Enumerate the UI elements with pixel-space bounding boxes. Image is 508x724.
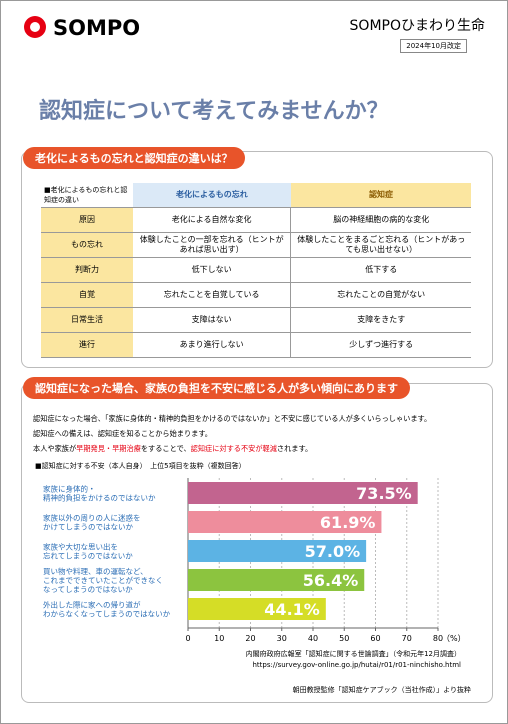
category-label: 家族や大切な思い出を: [43, 542, 118, 552]
chart-caption: ■認知症に対する不安（本人自身） 上位5項目を抜粋（複数回答）: [35, 462, 246, 470]
footer: 朝田教授監修「認知症ケアブック（当社作成）」より抜粋: [292, 686, 471, 694]
table-cell: 支障はない: [132, 307, 291, 333]
category-label: なってしまうのではないか: [43, 585, 133, 594]
table-cell: 原因: [41, 207, 133, 233]
table-caption: ■老化によるもの忘れと認知症の違い: [41, 183, 133, 208]
revision: 2024年10月改定: [400, 39, 467, 53]
x-tick-label: 40: [308, 634, 318, 643]
value-label: 57.0%: [305, 542, 361, 561]
table-row: 判断力 低下しない 低下する: [41, 257, 471, 283]
text: されます。: [276, 444, 313, 453]
value-label: 61.9%: [320, 513, 376, 532]
category-label: 買い物や料理、車の運転など、: [43, 566, 148, 576]
highlight: 早期発見・早期治療: [76, 444, 141, 453]
table-cell: 体験したことをまるごと忘れる（ヒントがあっても思い出せない）: [290, 232, 471, 258]
text-line: 認知症になった場合、「家族に身体的・精神的負担をかけるのではないか」と不安に感じ…: [33, 414, 432, 423]
table-cell: 少しずつ進行する: [290, 332, 471, 358]
bar: [188, 598, 326, 620]
text-line: 認知症への備えは、認知症を知ることから始まります。: [33, 429, 212, 438]
source: 内閣府政府広報室「認知症に関する世論調査」（令和元年12月調査） https:/…: [246, 649, 461, 671]
x-unit: （%）: [442, 634, 466, 643]
x-tick-label: 70: [402, 634, 412, 643]
category-label: 外出した際に家への帰り道が: [43, 600, 141, 610]
table-cell: 忘れたことを自覚している: [132, 282, 291, 308]
value-label: 44.1%: [264, 600, 320, 619]
x-tick-label: 10: [214, 634, 224, 643]
value-label: 73.5%: [356, 484, 412, 503]
category-label: これまでできていたことができなく: [43, 575, 163, 585]
title: 認知症について考えてみませんか？: [39, 99, 389, 124]
x-tick-label: 60: [370, 634, 380, 643]
table-cell: 支障をきたす: [290, 307, 471, 333]
category-label: 忘れてしまうのではないか: [43, 551, 133, 561]
table-cell: 進行: [41, 332, 133, 358]
bar: [188, 511, 382, 533]
bar: [188, 482, 418, 504]
value-label: 56.4%: [303, 571, 359, 590]
table-cell: 低下しない: [132, 257, 291, 283]
x-tick-label: 30: [277, 634, 287, 643]
table-cell: 日常生活: [41, 307, 133, 333]
text-line: 本人や家族が早期発見・早期治療をすることで、認知症に対する不安が軽減されます。: [33, 441, 431, 456]
table-cell: 老化による自然な変化: [132, 207, 291, 233]
chart: 0 10 20 30 40 50 60 70 80（%） 73.5% 家族に身体的・精神的負担をかけ…: [43, 478, 466, 643]
category-label: わからなくなってしまうのではないか: [43, 610, 171, 619]
source-line: https://survey.gov-online.go.jp/hutai/r0…: [252, 661, 462, 669]
category-label: 家族に身体的・: [43, 484, 96, 494]
x-tick-label: 80: [433, 634, 443, 643]
table-row: 自覚 忘れたことを自覚している 忘れたことの自覚がない: [41, 282, 471, 308]
text: をすることで、: [140, 444, 191, 453]
table-cell: 低下する: [290, 257, 471, 283]
table-cell: もの忘れ: [41, 232, 133, 258]
table-cell: 判断力: [41, 257, 133, 283]
section-heading: 認知症になった場合、家族の負担を不安に感じる人が多い傾向にあります: [23, 377, 410, 399]
category-label: 精神的負担をかけるのではないか: [43, 493, 156, 503]
table-cell: あまり進行しない: [132, 332, 291, 358]
highlight: 認知症に対する不安が軽減: [190, 444, 277, 453]
table-row: 原因 老化による自然な変化 脳の神経細胞の病的な変化: [41, 207, 471, 233]
table-row: もの忘れ 体験したことの一部を忘れる（ヒントがあれば思い出す） 体験したことをまるご…: [41, 232, 471, 258]
category-label: 家族以外の周りの人に迷惑を: [43, 513, 141, 523]
table-cell: 体験したことの一部を忘れる（ヒントがあれば思い出す）: [132, 232, 291, 258]
source-line: 内閣府政府広報室「認知症に関する世論調査」（令和元年12月調査）: [245, 650, 461, 658]
company: SOMPOひまわり生命: [349, 18, 485, 34]
paragraph: 認知症になった場合、「家族に身体的・精神的負担をかけるのではないか」と不安に感じ…: [33, 411, 431, 456]
x-tick-label: 50: [339, 634, 349, 643]
table-row: 日常生活 支障はない 支障をきたす: [41, 307, 471, 333]
table-cell: 脳の神経細胞の病的な変化: [290, 207, 471, 233]
text: 本人や家族が: [33, 444, 77, 453]
column-header: 老化によるもの忘れ: [132, 183, 291, 208]
bar: [188, 540, 367, 562]
table-cell: 忘れたことの自覚がない: [290, 282, 471, 308]
section-heading: 老化によるもの忘れと認知症の違いは？: [23, 147, 245, 169]
category-label: かけてしまうのではないか: [43, 523, 133, 532]
bar: [188, 569, 365, 591]
comparison-table: ■老化によるもの忘れと認知症の違い 老化によるもの忘れ 認知症 原因 老化による自…: [41, 183, 471, 358]
column-header: 認知症: [290, 183, 471, 208]
x-tick-label: 0: [185, 634, 190, 643]
logo-mark: [24, 16, 46, 38]
logo: SOMPO: [53, 16, 141, 40]
table-cell: 自覚: [41, 282, 133, 308]
section-box: [21, 151, 493, 368]
x-tick-label: 20: [245, 634, 255, 643]
table-row: 進行 あまり進行しない 少しずつ進行する: [41, 332, 471, 358]
